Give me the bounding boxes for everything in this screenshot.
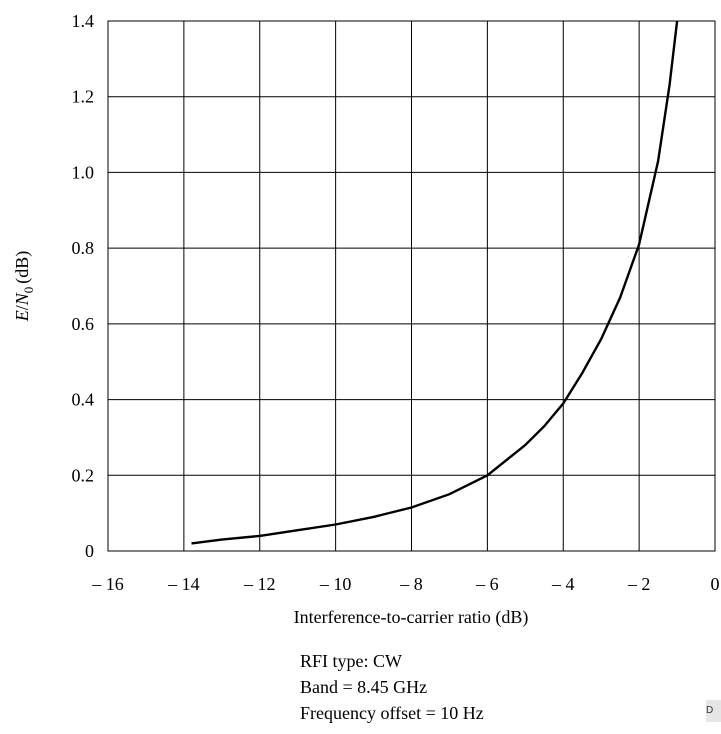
- y-tick-label: 0.2: [72, 465, 95, 485]
- x-axis-label: Interference-to-carrier ratio (dB): [294, 607, 529, 628]
- y-tick-label: 0.4: [72, 390, 95, 410]
- annotation-frequency-offset: Frequency offset = 10 Hz: [300, 703, 484, 723]
- series-line: [191, 20, 679, 545]
- x-tick-label: – 6: [475, 574, 499, 594]
- y-tick-label: 0: [85, 541, 94, 561]
- y-tick-label: 0.8: [72, 238, 95, 258]
- y-axis-label-sub: 0: [21, 287, 36, 294]
- x-tick-labels: – 16 – 14 – 12 – 10 – 8 – 6 – 4 – 2 0: [91, 574, 719, 594]
- x-tick-label: 0: [711, 574, 720, 594]
- y-tick-label: 1.2: [72, 87, 95, 107]
- plot-frame: [107, 20, 716, 552]
- y-tick-labels: 0 0.2 0.4 0.6 0.8 1.0 1.2 1.4: [72, 11, 95, 561]
- y-tick-label: 1.0: [72, 162, 95, 182]
- annotation-rfi-type: RFI type: CW: [300, 651, 402, 671]
- annotation-band: Band = 8.45 GHz: [300, 677, 428, 697]
- y-axis-label-slash: /: [12, 305, 32, 310]
- x-tick-label: – 10: [319, 574, 352, 594]
- x-tick-label: – 14: [167, 574, 200, 594]
- x-tick-label: – 4: [551, 574, 575, 594]
- y-tick-label: 1.4: [72, 11, 95, 31]
- x-tick-label: – 8: [399, 574, 423, 594]
- x-tick-label: – 2: [627, 574, 651, 594]
- y-axis-label-unit: (dB): [12, 251, 33, 284]
- y-axis-label-e: E: [12, 310, 32, 322]
- y-tick-label: 0.6: [72, 314, 95, 334]
- x-tick-label: – 12: [243, 574, 276, 594]
- corner-tag: D: [706, 700, 721, 722]
- y-axis-label: E/N0 (dB): [12, 251, 36, 323]
- y-axis-label-n: N: [12, 292, 32, 306]
- annotation-block: RFI type: CW Band = 8.45 GHz Frequency o…: [300, 648, 484, 726]
- x-tick-label: – 16: [91, 574, 124, 594]
